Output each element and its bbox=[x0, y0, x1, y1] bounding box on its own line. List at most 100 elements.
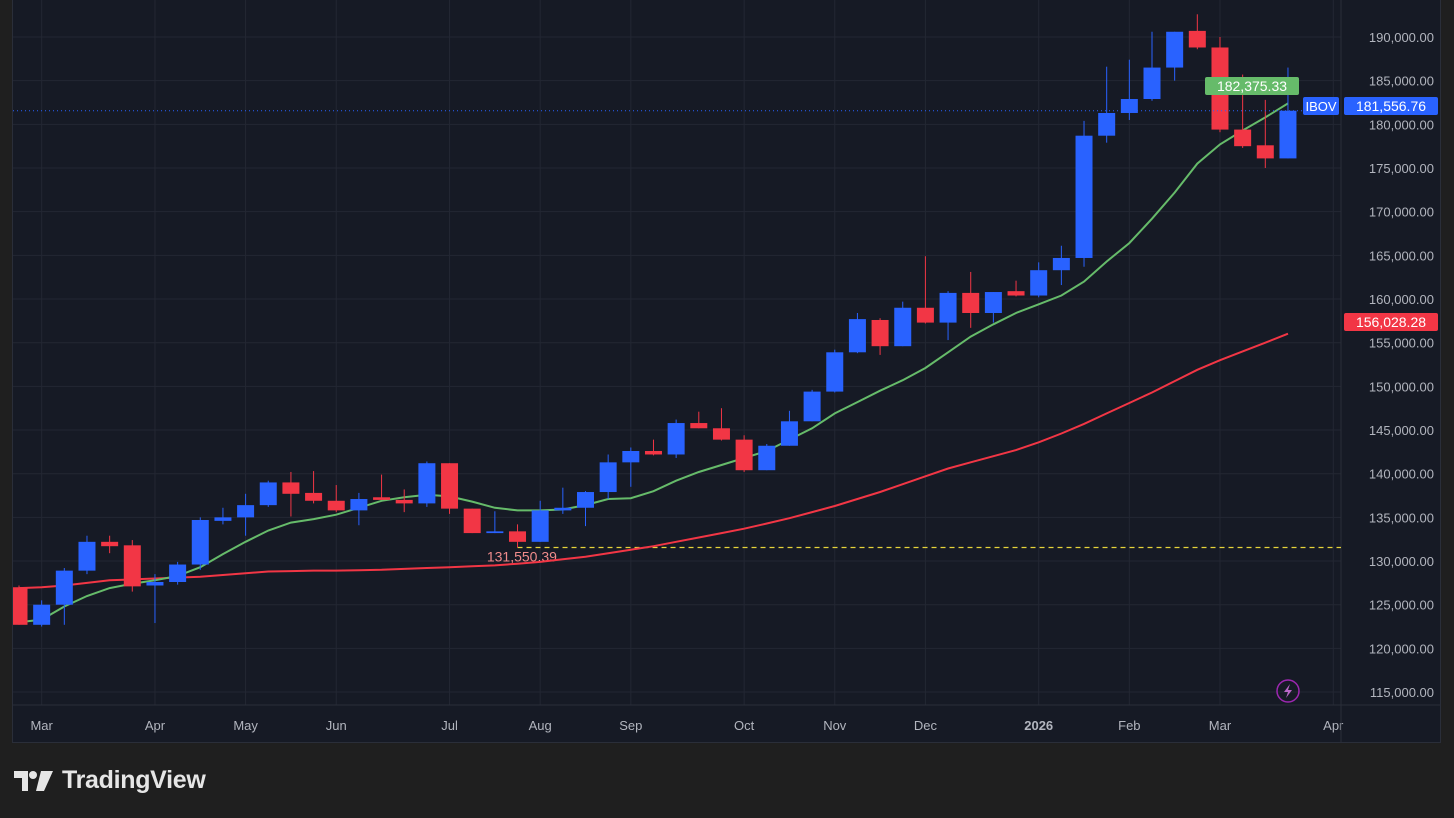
candle[interactable] bbox=[780, 410, 798, 446]
candle-body bbox=[871, 319, 889, 347]
candle[interactable] bbox=[259, 480, 277, 507]
candle[interactable] bbox=[214, 507, 232, 525]
candle[interactable] bbox=[916, 256, 934, 324]
candle-body bbox=[486, 531, 504, 534]
x-tick-label: Nov bbox=[823, 718, 847, 733]
candle[interactable] bbox=[237, 493, 255, 536]
candle[interactable] bbox=[1007, 280, 1025, 297]
candle[interactable] bbox=[1256, 99, 1274, 169]
last-price-label-text: 181,556.76 bbox=[1356, 98, 1426, 114]
candle-body bbox=[531, 510, 549, 542]
x-tick-label: Apr bbox=[1323, 718, 1344, 733]
tradingview-logo-icon bbox=[14, 770, 53, 791]
candle[interactable] bbox=[373, 474, 391, 500]
y-tick-label: 145,000.00 bbox=[1369, 423, 1434, 438]
y-tick-label: 150,000.00 bbox=[1369, 379, 1434, 394]
candle[interactable] bbox=[871, 318, 889, 355]
candle[interactable] bbox=[826, 349, 844, 393]
candle-body bbox=[191, 519, 209, 565]
candle[interactable] bbox=[441, 463, 459, 514]
candle[interactable] bbox=[577, 491, 594, 527]
candle[interactable] bbox=[644, 439, 662, 456]
y-tick-label: 170,000.00 bbox=[1369, 205, 1434, 220]
candle[interactable] bbox=[13, 585, 28, 625]
candle-body bbox=[395, 499, 413, 504]
y-tick-label: 125,000.00 bbox=[1369, 598, 1434, 613]
candle-body bbox=[214, 517, 232, 521]
candle[interactable] bbox=[509, 524, 527, 548]
candle[interactable] bbox=[55, 568, 73, 625]
x-tick-label: Aug bbox=[529, 718, 552, 733]
candle[interactable] bbox=[1075, 120, 1093, 267]
ema-line bbox=[18, 102, 1289, 624]
candle[interactable] bbox=[531, 500, 549, 542]
candle[interactable] bbox=[395, 489, 413, 513]
candle-body bbox=[1143, 67, 1161, 100]
right-edge bbox=[1441, 0, 1454, 818]
ema-price-label-text: 182,375.33 bbox=[1217, 78, 1287, 94]
candle-body bbox=[441, 463, 459, 509]
candle[interactable] bbox=[327, 485, 345, 513]
sma-price-label-bg bbox=[1344, 313, 1438, 331]
candle[interactable] bbox=[690, 411, 708, 429]
candle-body bbox=[803, 391, 821, 422]
candle-body bbox=[305, 492, 323, 501]
candle[interactable] bbox=[554, 487, 572, 514]
candle[interactable] bbox=[1166, 31, 1184, 81]
candle[interactable] bbox=[463, 508, 481, 534]
candle[interactable] bbox=[1098, 66, 1116, 143]
lightning-icon-circle bbox=[1276, 679, 1300, 703]
y-tick-label: 165,000.00 bbox=[1369, 248, 1434, 263]
candle[interactable] bbox=[758, 444, 776, 471]
candle[interactable] bbox=[848, 312, 866, 354]
candle-body bbox=[554, 507, 572, 511]
candle[interactable] bbox=[33, 600, 51, 627]
candle[interactable] bbox=[599, 454, 617, 500]
candle[interactable] bbox=[984, 292, 1002, 323]
candle[interactable] bbox=[350, 492, 368, 526]
candle-body bbox=[1098, 112, 1116, 136]
candle[interactable] bbox=[803, 389, 821, 422]
candle[interactable] bbox=[1120, 59, 1138, 120]
x-tick-label: Jul bbox=[441, 718, 458, 733]
candle-body bbox=[962, 292, 980, 313]
candle-body bbox=[350, 499, 368, 511]
candle-body bbox=[667, 423, 685, 455]
candle-body bbox=[1052, 257, 1070, 271]
candle-body bbox=[55, 570, 73, 605]
candle[interactable] bbox=[78, 535, 96, 575]
candle[interactable] bbox=[123, 540, 141, 592]
lightning-icon[interactable] bbox=[1276, 679, 1300, 703]
candle[interactable] bbox=[191, 517, 209, 570]
tradingview-logo[interactable]: TradingView bbox=[14, 766, 206, 795]
candlestick-chart[interactable]: 115,000.00 120,000.00 125,000.00 130,000.00… bbox=[13, 0, 1442, 743]
candle[interactable] bbox=[1143, 31, 1161, 101]
candle[interactable] bbox=[735, 435, 753, 472]
candle[interactable] bbox=[622, 447, 640, 487]
candle-body bbox=[780, 421, 798, 446]
candle-body bbox=[146, 582, 164, 586]
candle[interactable] bbox=[962, 271, 980, 328]
candle[interactable] bbox=[486, 511, 504, 534]
candle-body bbox=[463, 508, 481, 534]
candle-body bbox=[1120, 99, 1138, 113]
candle[interactable] bbox=[667, 419, 685, 458]
candle-body bbox=[509, 531, 527, 542]
y-tick-label: 180,000.00 bbox=[1369, 117, 1434, 132]
brand-name: TradingView bbox=[62, 766, 206, 794]
candle[interactable] bbox=[894, 301, 912, 347]
candle[interactable] bbox=[305, 471, 323, 504]
candle[interactable] bbox=[146, 574, 164, 624]
candle[interactable] bbox=[282, 471, 300, 517]
candle[interactable] bbox=[939, 291, 957, 341]
candle[interactable] bbox=[418, 461, 436, 507]
y-tick-label: 120,000.00 bbox=[1369, 641, 1434, 656]
candle[interactable] bbox=[712, 408, 730, 441]
candle[interactable] bbox=[1030, 262, 1048, 298]
chart-pane[interactable]: 115,000.00 120,000.00 125,000.00 130,000.00… bbox=[12, 0, 1442, 743]
candle[interactable] bbox=[1052, 245, 1070, 286]
candle[interactable] bbox=[1188, 14, 1206, 50]
x-tick-label: Mar bbox=[30, 718, 53, 733]
candle[interactable] bbox=[101, 535, 119, 554]
candle[interactable] bbox=[169, 561, 187, 585]
